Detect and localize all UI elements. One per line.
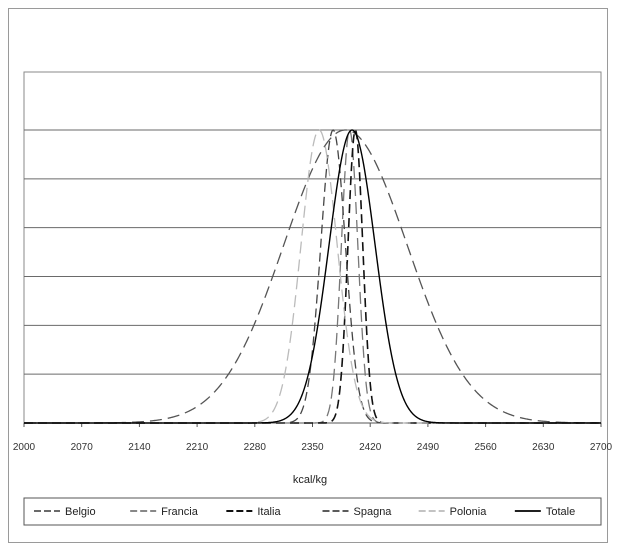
plot-area	[23, 71, 602, 424]
x-tick-label: 2210	[186, 442, 209, 453]
x-tick-label: 2420	[359, 442, 382, 453]
x-tick-label: 2070	[71, 442, 94, 453]
legend-label-spagna: Spagna	[354, 506, 393, 518]
x-tick-label: 2280	[244, 442, 267, 453]
legend-label-polonia: Polonia	[450, 506, 488, 518]
legend-label-belgio: Belgio	[65, 506, 96, 518]
legend	[23, 497, 602, 526]
legend-label-totale: Totale	[546, 506, 575, 518]
series-line-totale	[24, 129, 601, 424]
x-tick-label: 2560	[474, 442, 497, 453]
legend-label-francia: Francia	[161, 506, 199, 518]
x-tick-label: 2630	[532, 442, 555, 453]
legend-label-italia: Italia	[257, 506, 281, 518]
x-tick-label: 2140	[128, 442, 151, 453]
x-tick-label: 2000	[13, 442, 36, 453]
x-tick-label: 2700	[590, 442, 613, 453]
series-line-italia	[24, 128, 601, 424]
x-tick-label: 2350	[301, 442, 324, 453]
x-tick-label: 2490	[417, 442, 440, 453]
x-axis-label: kcal/kg	[293, 474, 327, 486]
